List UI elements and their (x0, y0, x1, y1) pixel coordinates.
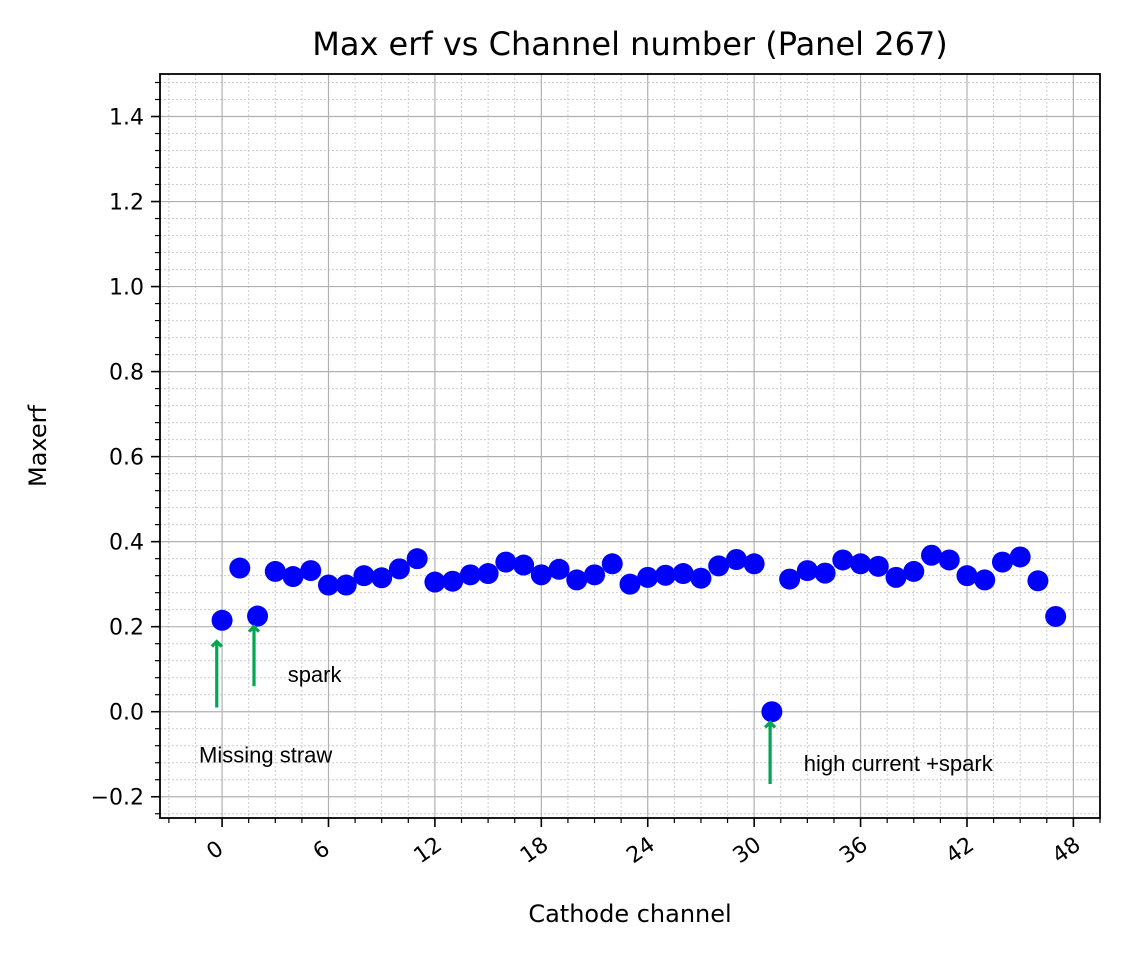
data-point (335, 574, 357, 596)
data-point (264, 560, 286, 582)
major-gridlines (160, 74, 1100, 818)
x-tick-label: 18 (516, 832, 553, 869)
y-tick-label: 0.2 (109, 616, 144, 641)
data-point (371, 567, 393, 589)
data-point (548, 558, 570, 580)
minor-gridlines (160, 74, 1101, 818)
y-tick-label: 0.8 (109, 361, 144, 386)
data-point (921, 544, 943, 566)
x-axis-label: Cathode channel (528, 900, 731, 928)
data-point (1009, 546, 1031, 568)
data-point (513, 554, 535, 576)
y-tick-label: 1.4 (109, 106, 144, 131)
data-point (708, 555, 730, 577)
data-point (477, 563, 499, 585)
data-point (850, 553, 872, 575)
data-point (1045, 605, 1067, 627)
annotation-label: high current +spark (804, 751, 994, 776)
x-tick-label: 6 (309, 836, 335, 865)
data-point (282, 566, 304, 588)
data-point (317, 574, 339, 596)
y-tick-label: 1.0 (109, 276, 144, 301)
plot-frame (159, 73, 1101, 819)
y-tick-label: −0.2 (91, 786, 144, 811)
data-point (584, 564, 606, 586)
y-axis-label: Maxerf (24, 404, 52, 487)
x-tick-label: 36 (835, 832, 872, 869)
data-point (424, 571, 446, 593)
data-point (991, 551, 1013, 573)
data-point (566, 569, 588, 591)
data-point (406, 548, 428, 570)
data-point (672, 563, 694, 585)
data-point (619, 573, 641, 595)
data-point (690, 567, 712, 589)
data-point (637, 566, 659, 588)
annotations: spark Missing straw high current +spark (199, 627, 994, 784)
data-point (867, 555, 889, 577)
x-tick-label: 30 (729, 832, 766, 869)
data-point (300, 560, 322, 582)
chart-title: Max erf vs Channel number (Panel 267) (312, 25, 948, 63)
data-point (743, 553, 765, 575)
data-point (725, 549, 747, 571)
x-tick-label: 12 (410, 832, 447, 869)
data-point (654, 564, 676, 586)
data-point (353, 565, 375, 587)
y-tick-label: 0.6 (109, 446, 144, 471)
data-point (956, 565, 978, 587)
annotation-label: spark (288, 662, 343, 687)
data-point (761, 701, 783, 723)
data-point (779, 568, 801, 590)
x-tick-label: 42 (942, 832, 979, 869)
data-point (1027, 570, 1049, 592)
data-point (938, 549, 960, 571)
data-point (442, 570, 464, 592)
data-point (495, 551, 517, 573)
data-point (229, 557, 251, 579)
data-point (903, 560, 925, 582)
data-point (885, 566, 907, 588)
x-tick-label: 0 (202, 836, 228, 865)
data-points (211, 544, 1067, 723)
annotation-label: Missing straw (199, 743, 332, 768)
data-point (459, 564, 481, 586)
x-tick-label: 48 (1048, 832, 1085, 869)
data-point (832, 549, 854, 571)
data-point (796, 560, 818, 582)
data-point (974, 569, 996, 591)
y-tick-label: 0.4 (109, 531, 144, 556)
x-tick-label: 24 (622, 832, 659, 869)
data-point (601, 553, 623, 575)
data-point (814, 562, 836, 584)
data-point (388, 558, 410, 580)
y-tick-label: 0.0 (109, 701, 144, 726)
data-point (211, 609, 233, 631)
y-tick-label: 1.2 (109, 191, 144, 216)
data-point (530, 564, 552, 586)
data-point (247, 605, 269, 627)
